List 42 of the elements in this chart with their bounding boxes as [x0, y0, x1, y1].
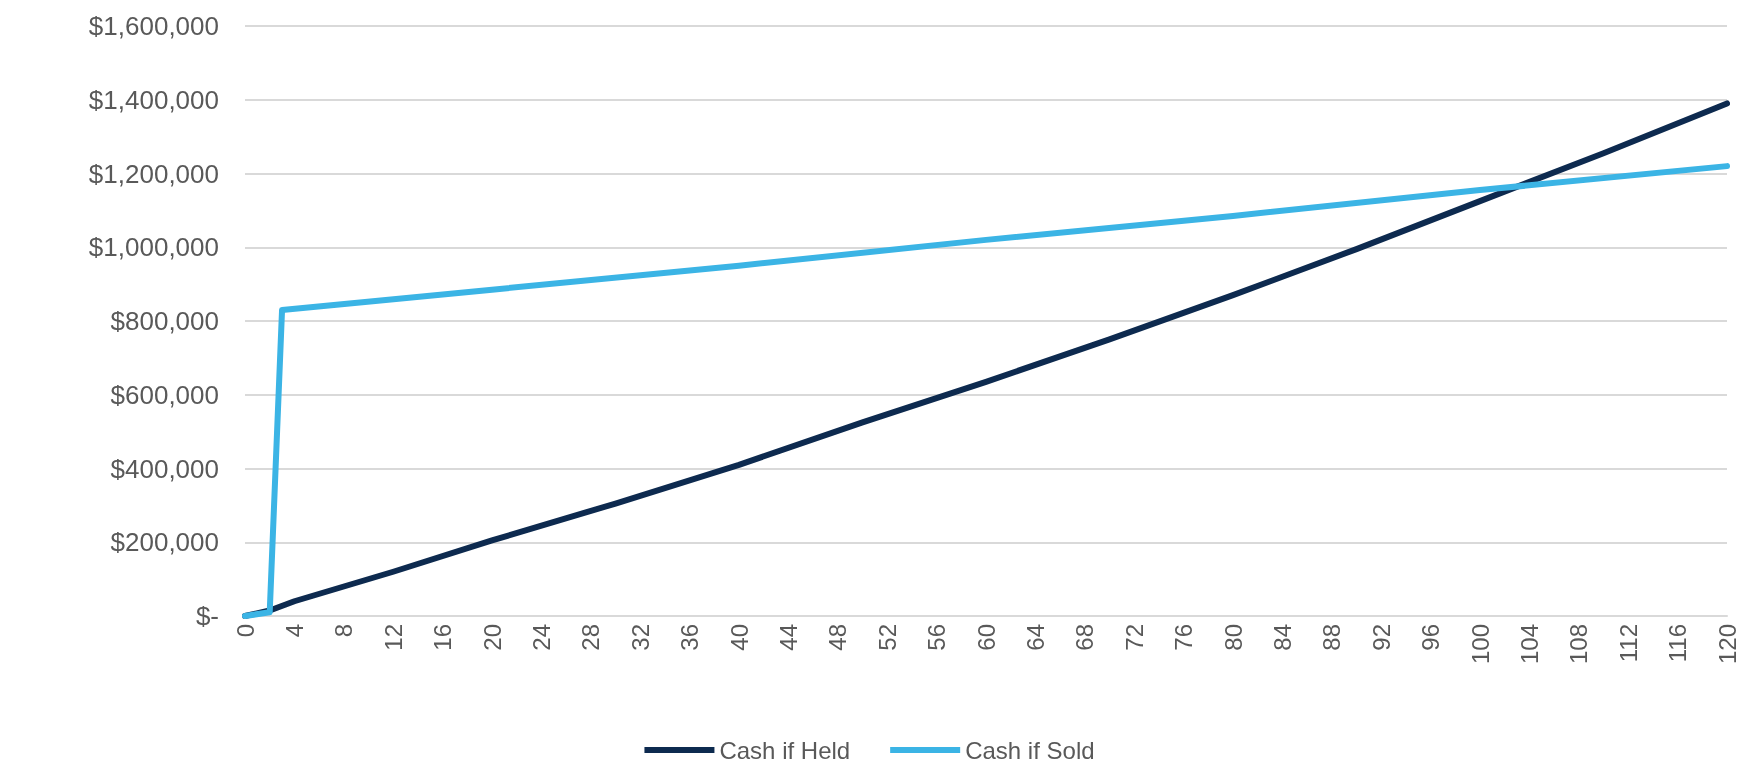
y-tick-label: $-	[195, 601, 219, 631]
x-tick-label: 92	[1367, 624, 1395, 651]
x-tick-label: 60	[972, 624, 1000, 651]
x-tick-label: 44	[774, 624, 802, 651]
x-tick-label: 4	[280, 624, 308, 638]
y-tick-label: $1,200,000	[88, 158, 219, 189]
x-tick-label: 24	[527, 624, 555, 651]
x-tick-label: 36	[676, 624, 704, 651]
x-tick-label: 84	[1268, 624, 1296, 651]
x-tick-label: 100	[1466, 624, 1494, 665]
x-tick-label: 8	[330, 624, 358, 638]
x-tick-label: 32	[626, 624, 654, 651]
x-tick-label: 108	[1565, 624, 1593, 665]
x-tick-label: 76	[1170, 624, 1198, 651]
x-tick-label: 48	[824, 624, 852, 651]
x-tick-label: 112	[1614, 624, 1642, 663]
x-tick-label: 68	[1071, 624, 1099, 651]
x-tick-label: 52	[873, 624, 901, 651]
x-tick-label: 116	[1664, 624, 1692, 663]
x-tick-label: 12	[379, 624, 407, 651]
x-tick-label: 16	[429, 624, 457, 651]
x-tick-label: 56	[923, 624, 951, 651]
x-tick-label: 88	[1318, 624, 1346, 651]
x-tick-label: 28	[577, 624, 605, 651]
x-tick-label: 120	[1713, 624, 1739, 665]
x-tick-label: 0	[231, 624, 259, 638]
x-tick-label: 64	[1021, 624, 1049, 651]
y-tick-label: $800,000	[110, 306, 219, 336]
x-tick-label: 40	[725, 624, 753, 651]
x-tick-label: 80	[1219, 624, 1247, 651]
y-tick-label: $1,600,000	[88, 11, 219, 41]
x-tick-label: 104	[1515, 624, 1543, 665]
x-tick-label: 96	[1417, 624, 1445, 651]
y-tick-label: $1,000,000	[88, 232, 219, 263]
y-tick-label: $200,000	[110, 527, 219, 558]
legend-label: Cash if Held	[719, 736, 851, 764]
legend-label: Cash if Sold	[965, 736, 1095, 764]
x-tick-label: 72	[1120, 624, 1148, 651]
y-tick-label: $400,000	[110, 453, 219, 484]
x-tick-label: 20	[478, 624, 506, 651]
y-tick-label: $600,000	[110, 379, 219, 410]
y-tick-label: $1,400,000	[88, 84, 219, 115]
